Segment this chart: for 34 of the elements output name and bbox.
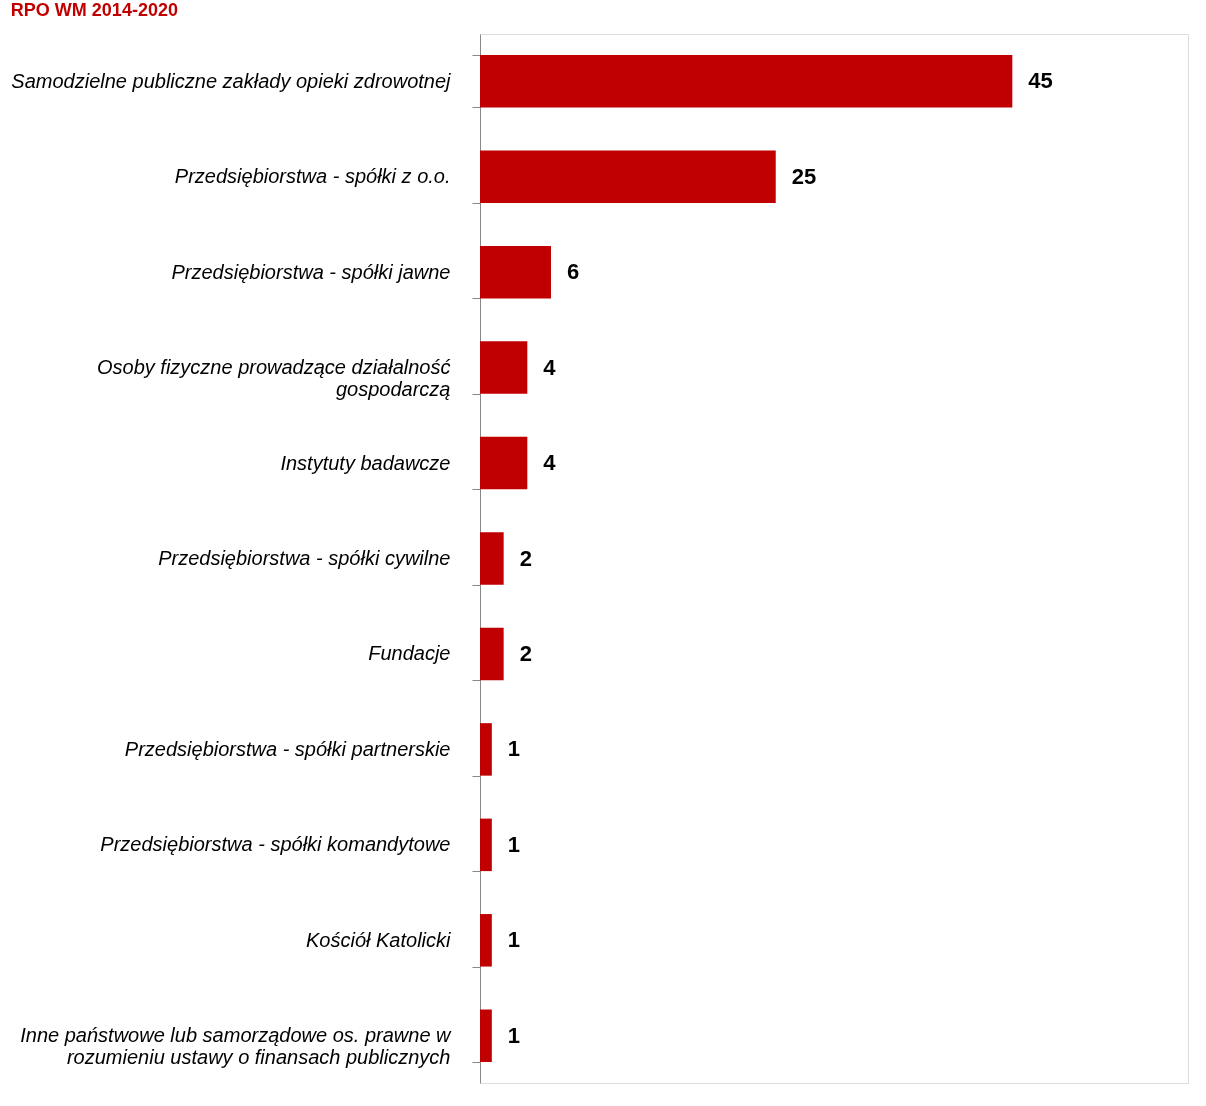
bar: [480, 341, 528, 394]
bar: [480, 627, 504, 681]
y-tick-label: Przedsiębiorstwa - spółki partnerskie: [124, 737, 451, 760]
data-label: 2: [519, 640, 532, 666]
y-tick-label: Kościół Katolicki: [305, 928, 452, 951]
bar: [480, 818, 492, 872]
data-label: 1: [507, 736, 521, 762]
bar: [480, 55, 1013, 108]
bar: [480, 532, 504, 585]
y-tick-label: Instytuty badawcze: [280, 451, 451, 474]
y-tick-label: Osoby fizyczne prowadzące działalność gospodarczą: [96, 356, 451, 401]
data-label: 4: [543, 354, 557, 380]
y-tick-label: Przedsiębiorstwa - spółki komandytowe: [100, 833, 451, 856]
y-tick-label: Inne państwowe lub samorządowe os. prawne w rozumieniu ustawy o finansach publicznych: [20, 1024, 453, 1069]
bar: [480, 1009, 492, 1062]
data-label: 6: [566, 259, 580, 285]
bar: [480, 245, 551, 299]
text: RPO WM 2014-2020: [10, 0, 178, 20]
data-label: 1: [507, 1022, 521, 1048]
y-tick-label: Przedsiębiorstwa - spółki jawne: [171, 260, 451, 283]
y-tick-label: Przedsiębiorstwa - spółki cywilne: [158, 547, 451, 569]
data-label: 1: [507, 927, 521, 953]
bar: [480, 914, 492, 967]
y-tick-label: Fundacje: [368, 642, 451, 665]
data-label: 2: [519, 545, 532, 571]
y-tick-label: Przedsiębiorstwa - spółki z o.o.: [174, 165, 451, 188]
data-label: 25: [791, 163, 817, 189]
bar: [480, 436, 528, 490]
data-label: 1: [507, 831, 521, 857]
y-tick-label: Samodzielne publiczne zakłady opieki zdrowotnej: [11, 69, 452, 92]
data-label: 4: [543, 450, 557, 476]
bar: [480, 723, 492, 776]
data-label: 45: [1028, 68, 1053, 94]
bar: [480, 150, 776, 203]
